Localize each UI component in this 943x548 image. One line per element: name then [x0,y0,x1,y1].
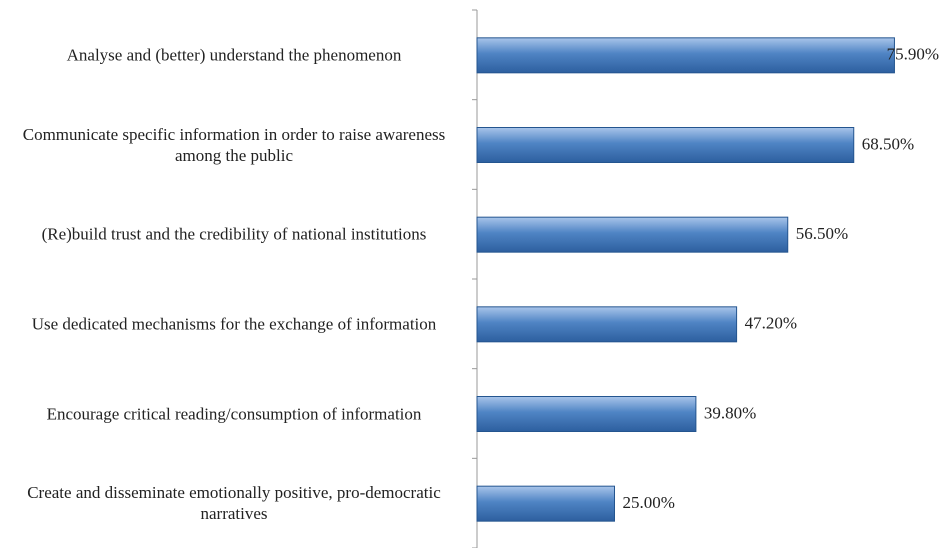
bar [476,37,895,74]
value-label: 25.00% [623,493,675,512]
bar [476,485,615,522]
value-label: 68.50% [862,134,914,153]
value-label: 56.50% [796,224,848,243]
bar [476,127,855,163]
bar [476,216,789,253]
category-label: Analyse and (better) understand the phen… [66,45,402,65]
category-label: Create and disseminate emotionally posit… [27,483,441,524]
bar [476,396,697,432]
value-label: 39.80% [704,403,756,422]
category-label: Communicate specific information in orde… [22,124,446,165]
category-label: Use dedicated mechanisms for the exchang… [31,314,437,334]
value-label: 75.90% [887,45,939,64]
category-label: Encourage critical reading/consumption o… [46,404,422,423]
bar [476,306,738,343]
category-label: (Re)build trust and the credibility of n… [41,224,427,244]
value-label: 47.20% [745,314,797,333]
